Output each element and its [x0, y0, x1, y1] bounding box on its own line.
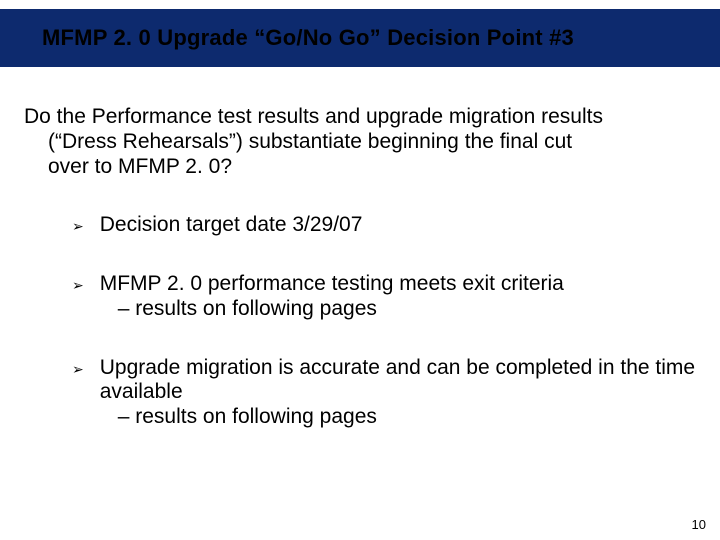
question-line-2: (“Dress Rehearsals”) substantiate beginn…	[24, 130, 696, 155]
bullet-main: Decision target date 3/29/07	[100, 213, 363, 236]
bullet-sub: – results on following pages	[100, 297, 696, 322]
list-item: ➢ Upgrade migration is accurate and can …	[72, 356, 696, 430]
bullet-main: Upgrade migration is accurate and can be…	[100, 356, 695, 404]
bullet-main: MFMP 2. 0 performance testing meets exit…	[100, 272, 564, 295]
bullet-list: ➢ Decision target date 3/29/07 ➢ MFMP 2.…	[24, 213, 696, 430]
page-number: 10	[692, 517, 706, 532]
bullet-text: MFMP 2. 0 performance testing meets exit…	[100, 272, 696, 322]
chevron-right-icon: ➢	[72, 361, 84, 378]
question-text: Do the Performance test results and upgr…	[24, 105, 696, 179]
list-item: ➢ Decision target date 3/29/07	[72, 213, 696, 238]
list-item: ➢ MFMP 2. 0 performance testing meets ex…	[72, 272, 696, 322]
bullet-text: Decision target date 3/29/07	[100, 213, 696, 238]
bullet-sub: – results on following pages	[100, 405, 696, 430]
chevron-right-icon: ➢	[72, 218, 84, 235]
question-line-3: over to MFMP 2. 0?	[24, 155, 696, 180]
slide-body: Do the Performance test results and upgr…	[24, 105, 696, 464]
slide-title: MFMP 2. 0 Upgrade “Go/No Go” Decision Po…	[42, 25, 574, 51]
slide: MFMP 2. 0 Upgrade “Go/No Go” Decision Po…	[0, 0, 720, 540]
bullet-text: Upgrade migration is accurate and can be…	[100, 356, 696, 430]
title-bar: MFMP 2. 0 Upgrade “Go/No Go” Decision Po…	[0, 9, 720, 67]
chevron-right-icon: ➢	[72, 277, 84, 294]
question-line-1: Do the Performance test results and upgr…	[24, 105, 603, 128]
